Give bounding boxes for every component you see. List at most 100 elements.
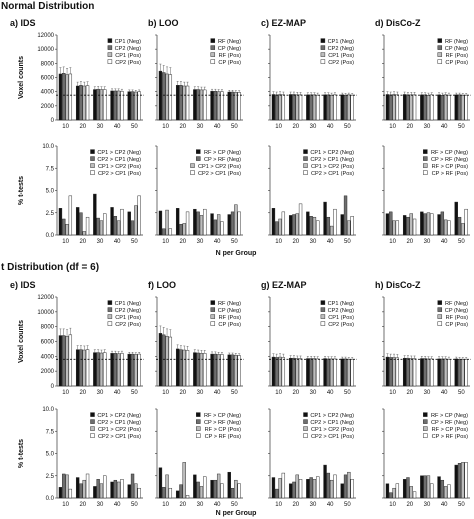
bar (162, 228, 166, 236)
bar (316, 220, 320, 236)
bar (162, 334, 166, 387)
legend-label: CP1 (Pos) (115, 53, 141, 59)
bar (65, 336, 69, 387)
bar (423, 358, 427, 387)
x-tick-label: 20 (179, 390, 186, 396)
bar (326, 472, 331, 499)
legend-swatch (196, 433, 201, 438)
bar (110, 207, 114, 236)
bar (323, 358, 327, 387)
bar (409, 358, 413, 387)
legend-swatch (90, 163, 95, 168)
bar (237, 92, 241, 121)
bar (99, 483, 104, 499)
legend-label: CP2 > CP1 (Neg) (97, 157, 141, 163)
bar (464, 94, 468, 121)
bar (185, 211, 190, 236)
legend-label: CP1 > CP2 (Pos) (98, 164, 141, 170)
bar (182, 223, 186, 236)
legend-label: RF (Neg) (445, 301, 468, 307)
bar (271, 94, 276, 121)
bar (340, 483, 344, 499)
bar (82, 479, 86, 499)
y-tick-label: 2.5 (46, 474, 55, 480)
bar (347, 94, 351, 121)
legend-label: CP > RF (Pos) (432, 434, 469, 440)
bar (134, 483, 138, 499)
bar (312, 479, 317, 499)
bar (389, 211, 393, 236)
bar (340, 358, 344, 387)
bar (220, 221, 224, 236)
legend-swatch (320, 307, 326, 312)
bar (464, 208, 468, 236)
y-tick-label: 6000 (41, 76, 55, 82)
legend-label: CP1 (Neg) (115, 301, 142, 307)
bar (96, 479, 100, 499)
bar (162, 72, 166, 121)
legend-swatch (423, 149, 428, 154)
bar (278, 94, 282, 121)
bar (110, 353, 114, 387)
legend-swatch (210, 38, 216, 43)
bar (116, 220, 121, 236)
panel-title: f) LOO (148, 280, 176, 290)
legend-label: CP2 (Pos) (328, 60, 354, 66)
bar (412, 358, 417, 387)
legend-swatch (423, 412, 428, 417)
x-tick-label: 30 (424, 502, 431, 508)
chart-panel: 10 20 30 40 50 CP1 > CP2 (Neg)CP2 > CP1 (Neg)… (268, 145, 356, 245)
bar (137, 487, 141, 499)
x-tick-label: 50 (131, 390, 138, 396)
legend-swatch (90, 419, 95, 424)
bar (234, 204, 238, 236)
x-tick-label: 40 (214, 239, 221, 245)
legend-swatch (196, 419, 201, 424)
x-tick-label: 10 (162, 502, 169, 508)
legend-label: CP > RF (Neg) (431, 420, 468, 426)
y-tick-label: 4000 (41, 354, 55, 360)
legend-swatch (423, 163, 428, 168)
bar (93, 486, 97, 499)
x-tick-label: 20 (179, 239, 186, 245)
bar (440, 479, 445, 499)
legend-label: CP (Neg) (445, 308, 468, 314)
chart-panel: a) IDS 0 2000 4000 6000 8000 10000 12000 Voxel c… (10, 18, 144, 130)
x-tick-label: 40 (441, 239, 448, 245)
bar (199, 89, 204, 121)
bar (237, 483, 241, 499)
bar (199, 486, 204, 499)
bar (68, 195, 73, 236)
bar (409, 486, 413, 499)
bar (454, 464, 458, 499)
section-title: Normal Distribution (1, 1, 94, 12)
bar (93, 193, 97, 236)
bar (423, 213, 427, 236)
legend-label: CP (Neg) (218, 46, 241, 52)
bar (409, 213, 413, 236)
legend-label: CP > RF (Neg) (431, 157, 468, 163)
panel-title: g) EZ-MAP (261, 280, 307, 290)
bar (127, 91, 131, 121)
legend-label: RF (Pos) (446, 53, 469, 59)
x-tick-label: 10 (62, 502, 69, 508)
legend-label: CP2 (Pos) (328, 322, 354, 328)
x-tick-label: 30 (424, 124, 431, 130)
bar (440, 358, 445, 387)
bar (312, 358, 317, 387)
legend-swatch (437, 59, 443, 64)
bar (65, 74, 69, 121)
bar (168, 74, 173, 121)
bar (326, 216, 331, 236)
y-tick-label: 10000 (37, 310, 54, 316)
x-tick-label: 20 (406, 124, 413, 130)
bar (96, 217, 100, 236)
bar (316, 358, 320, 387)
y-tick-label: 2.5 (46, 211, 55, 217)
bar (113, 479, 118, 499)
y-tick-label: 8000 (41, 325, 55, 331)
bar (333, 358, 337, 387)
legend-label: CP1 > CP2 (Pos) (311, 427, 354, 433)
bar (464, 359, 468, 387)
